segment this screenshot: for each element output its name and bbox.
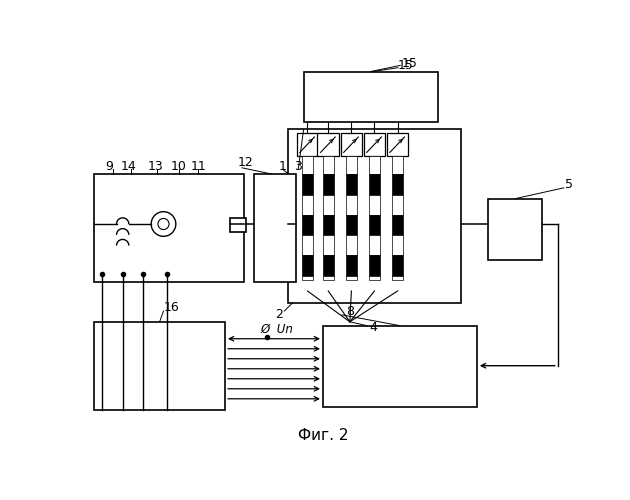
Bar [364,133,385,156]
Bar [392,256,403,276]
Bar [288,130,461,302]
Text: 15: 15 [398,59,413,72]
Text: 15: 15 [401,58,418,70]
Text: 14: 14 [120,160,136,173]
Bar [302,256,313,276]
Bar [392,235,403,256]
Bar [318,133,339,156]
Bar [346,276,357,280]
Bar [323,326,477,406]
Bar [323,235,334,256]
Text: 10: 10 [171,160,187,173]
Bar [304,72,438,122]
Bar [302,174,313,195]
Bar [323,256,334,276]
Bar [302,215,313,235]
Bar [323,194,334,215]
Bar [369,156,380,174]
Bar [488,198,542,260]
Bar [392,156,403,174]
Bar [369,235,380,256]
Bar [346,174,357,195]
Bar [94,174,244,282]
Bar [369,276,380,280]
Bar [392,276,403,280]
Bar [369,215,380,235]
Bar [231,218,246,232]
Bar [369,256,380,276]
Bar [346,235,357,256]
Bar [302,194,313,215]
Bar [341,133,362,156]
Bar [392,194,403,215]
Bar [302,276,313,280]
Bar [392,174,403,195]
Bar [392,215,403,235]
Bar [323,174,334,195]
Bar [369,194,380,215]
Bar [346,194,357,215]
Text: 1: 1 [279,160,287,173]
Text: Ø  Un: Ø Un [260,323,293,336]
Text: 8: 8 [346,306,354,318]
Bar [323,215,334,235]
Bar [369,174,380,195]
Text: 9: 9 [106,160,113,173]
Bar [253,174,296,282]
Bar [297,133,318,156]
Bar [323,276,334,280]
Text: 13: 13 [148,160,164,173]
Bar [323,156,334,174]
Text: 5: 5 [565,178,573,191]
Bar [346,215,357,235]
Text: 2: 2 [275,308,283,320]
Text: 4: 4 [369,322,377,334]
Text: 12: 12 [238,156,254,169]
Bar [302,156,313,174]
Text: 16: 16 [163,302,179,314]
Text: Фиг. 2: Фиг. 2 [297,428,348,444]
Bar [346,256,357,276]
Bar [387,133,408,156]
Bar [346,156,357,174]
Bar [302,235,313,256]
Text: 3: 3 [294,160,302,173]
Bar [94,322,225,410]
Text: 11: 11 [190,160,206,173]
